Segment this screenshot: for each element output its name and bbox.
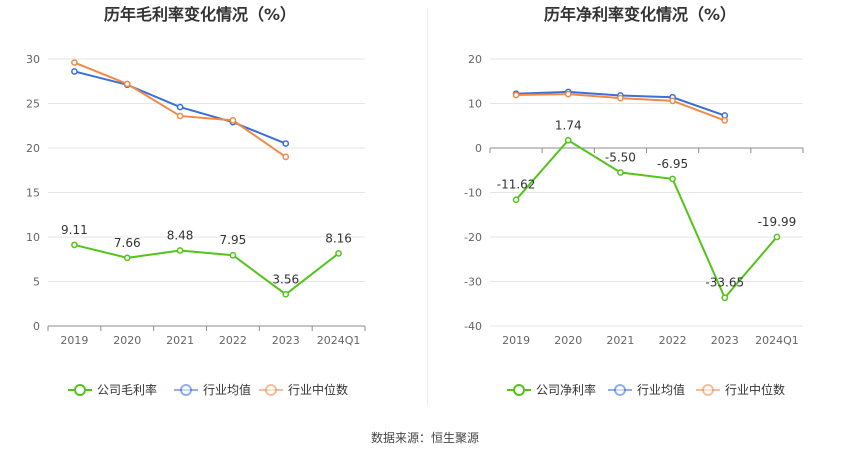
net-chart-title: 历年净利率变化情况（%） bbox=[544, 5, 736, 24]
net-y-tick-label: -20 bbox=[464, 231, 482, 244]
net-y-tick-label: 10 bbox=[468, 98, 482, 111]
net-legend-swatch-marker bbox=[513, 384, 525, 396]
net-data-point bbox=[669, 97, 676, 105]
net-x-tick-label: 2019 bbox=[502, 334, 530, 347]
gross-y-tick-label: 0 bbox=[33, 320, 40, 333]
gross-data-point bbox=[229, 251, 237, 259]
net-x-tick-label: 2022 bbox=[659, 334, 687, 347]
gross-x-tick-label: 2019 bbox=[60, 334, 88, 347]
gross-x-tick-label: 2020 bbox=[113, 334, 141, 347]
gross-x-tick-label: 2024Q1 bbox=[317, 334, 361, 347]
net-data-point bbox=[721, 294, 729, 302]
gross-data-point bbox=[229, 117, 237, 124]
gross-data-point bbox=[282, 153, 290, 161]
net-data-label: -33.65 bbox=[705, 276, 744, 290]
net-data-point bbox=[564, 136, 572, 144]
net-data-label: 1.74 bbox=[555, 118, 582, 132]
net-data-label: -19.99 bbox=[758, 215, 797, 229]
gross-data-label: 8.48 bbox=[167, 229, 194, 243]
gross-y-tick-label: 20 bbox=[26, 142, 40, 155]
net-margin-chart: 历年净利率变化情况（%） -40 -30 -20 -10 0 10 20 2019 2020 202… bbox=[464, 5, 804, 397]
net-legend-label: 行业中位数 bbox=[725, 382, 785, 397]
net-y-tick-label: -30 bbox=[464, 276, 482, 289]
net-legend-label: 行业均值 bbox=[637, 382, 685, 397]
gross-legend-label: 行业均值 bbox=[203, 382, 251, 397]
gross-y-tick-label: 30 bbox=[26, 53, 40, 66]
gross-y-tick-label: 5 bbox=[33, 276, 40, 289]
gross-data-point bbox=[71, 241, 78, 249]
gross-data-point bbox=[123, 80, 131, 88]
gross-data-point bbox=[71, 59, 78, 66]
net-data-label: -11.62 bbox=[497, 178, 536, 192]
gross-legend-swatch-marker bbox=[74, 384, 86, 396]
net-x-tick-label: 2023 bbox=[711, 334, 739, 347]
gross-legend-swatch-marker bbox=[180, 384, 192, 396]
gross-data-label: 8.16 bbox=[325, 231, 352, 245]
gross-legend-label: 行业中位数 bbox=[288, 382, 348, 397]
net-data-point bbox=[721, 117, 729, 124]
data-source-note: 数据来源：恒生聚源 bbox=[370, 431, 479, 445]
net-data-point bbox=[617, 94, 624, 102]
net-data-point bbox=[564, 90, 572, 98]
net-x-tick-label: 2021 bbox=[606, 334, 634, 347]
gross-x-tick-label: 2022 bbox=[219, 334, 247, 347]
net-legend-swatch-marker bbox=[614, 384, 626, 396]
net-data-label: -6.95 bbox=[657, 157, 688, 171]
net-x-tick-label: 2024Q1 bbox=[755, 334, 799, 347]
gross-data-point bbox=[123, 254, 131, 262]
net-series-line-0 bbox=[515, 138, 778, 300]
gross-data-point bbox=[282, 140, 290, 147]
gross-data-label: 7.95 bbox=[220, 233, 247, 247]
net-y-tick-label: 20 bbox=[468, 53, 482, 66]
net-legend-label: 公司净利率 bbox=[536, 382, 596, 397]
gross-chart-title: 历年毛利率变化情况（%） bbox=[104, 5, 296, 24]
gross-y-tick-label: 25 bbox=[26, 98, 40, 111]
net-legend-swatch-marker bbox=[702, 384, 714, 396]
gross-data-point bbox=[71, 68, 78, 75]
gross-data-point bbox=[176, 103, 184, 111]
gross-data-label: 9.11 bbox=[61, 223, 88, 237]
net-x-tick-label: 2020 bbox=[554, 334, 582, 347]
net-data-point bbox=[773, 233, 781, 241]
net-y-tick-label: -10 bbox=[464, 187, 482, 200]
net-y-tick-label: -40 bbox=[464, 320, 482, 333]
gross-data-label: 7.66 bbox=[114, 236, 141, 250]
net-y-tick-label: 0 bbox=[475, 142, 482, 155]
gross-data-point bbox=[176, 247, 184, 254]
net-data-point bbox=[617, 169, 624, 176]
net-data-point bbox=[669, 175, 676, 183]
gross-y-tick-label: 15 bbox=[26, 187, 40, 200]
gross-data-label: 3.56 bbox=[272, 272, 299, 286]
gross-y-tick-label: 10 bbox=[26, 231, 40, 244]
net-data-point bbox=[512, 196, 520, 204]
gross-data-point bbox=[335, 250, 342, 257]
gross-series-line-0 bbox=[74, 243, 340, 296]
gross-x-tick-label: 2021 bbox=[166, 334, 194, 347]
gross-legend-label: 公司毛利率 bbox=[97, 382, 157, 397]
net-data-label: -5.50 bbox=[605, 150, 636, 164]
net-data-point bbox=[512, 91, 520, 99]
gross-x-tick-label: 2023 bbox=[272, 334, 300, 347]
gross-data-point bbox=[176, 112, 184, 120]
gross-margin-chart: 历年毛利率变化情况（%） 0 5 10 15 20 25 30 2019 2020 2021 2022… bbox=[26, 5, 366, 397]
gross-data-point bbox=[282, 290, 290, 298]
chart-divider bbox=[427, 8, 428, 406]
gross-legend-swatch-marker bbox=[265, 384, 277, 396]
